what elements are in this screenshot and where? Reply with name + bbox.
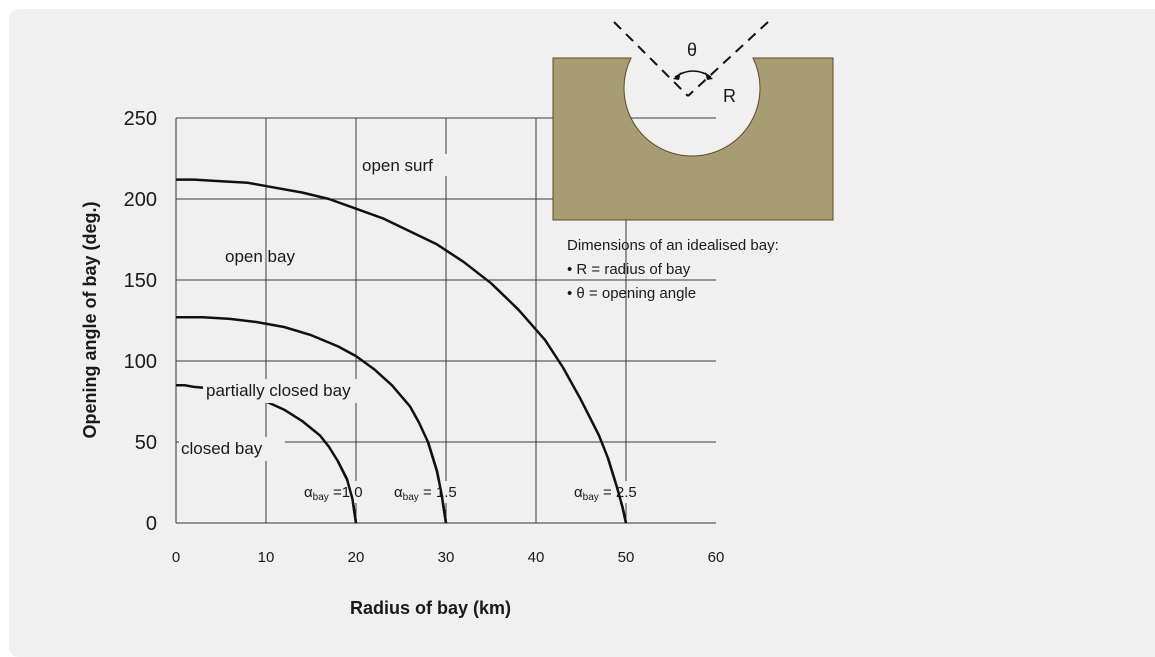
x-tick-label: 20: [348, 549, 365, 566]
tick-labels: 0 10 20 30 40 50 60 0 50 100 150 200 250: [124, 108, 725, 566]
region-mask-closed-bay: [179, 437, 285, 461]
series-label-mask-2: [570, 481, 660, 503]
inset-description-title: Dimensions of an idealised bay:: [567, 237, 779, 254]
x-tick-label: 30: [438, 549, 455, 566]
y-axis-title: Opening angle of bay (deg.): [80, 201, 100, 438]
x-axis-title: Radius of bay (km): [350, 598, 511, 618]
bay-inset-diagram: θ R: [552, 21, 834, 221]
series-label-mask-0: [300, 481, 390, 503]
y-tick-label: 200: [124, 189, 157, 211]
series-label-1: αbay = 1.5: [394, 484, 457, 503]
y-tick-label: 100: [124, 351, 157, 373]
bay-shape: [552, 57, 834, 221]
series-line-tail-1: [426, 441, 448, 524]
angle-arrowhead-left: [673, 72, 681, 80]
inset-bullet-angle: • θ = opening angle: [567, 285, 696, 302]
radius-label: R: [723, 86, 736, 106]
x-tick-label: 10: [258, 549, 275, 566]
x-tick-label: 40: [528, 549, 545, 566]
region-label-open-surf: open surf: [362, 156, 433, 175]
series-line-tail-2: [606, 457, 628, 524]
opening-line-right: [687, 21, 769, 97]
x-tick-label: 60: [708, 549, 725, 566]
series-labels: αbay =1.0 αbay = 1.5 αbay = 2.5: [300, 441, 660, 524]
region-label-closed-bay: closed bay: [181, 439, 263, 458]
series-label-mask-1: [390, 481, 480, 503]
x-tick-label: 0: [172, 549, 180, 566]
y-tick-label: 250: [124, 108, 157, 130]
region-mask-partially-closed: [203, 379, 375, 403]
region-label-partially-closed-bay: partially closed bay: [206, 381, 351, 400]
curves: [176, 178, 628, 524]
y-tick-label: 50: [135, 432, 157, 454]
angle-arrowhead-right: [705, 72, 713, 80]
region-label-open-bay: open bay: [225, 247, 295, 266]
region-mask-open-surf: [358, 154, 450, 176]
series-line-2: [176, 178, 628, 524]
series-line-tail-0: [336, 460, 358, 524]
series-label-0: αbay =1.0: [304, 484, 363, 503]
opening-line-left: [613, 21, 689, 97]
y-tick-label: 150: [124, 270, 157, 292]
theta-label: θ: [687, 40, 697, 60]
y-tick-label: 0: [146, 513, 157, 535]
x-tick-label: 50: [618, 549, 635, 566]
inset-bullet-radius: • R = radius of bay: [567, 261, 691, 278]
